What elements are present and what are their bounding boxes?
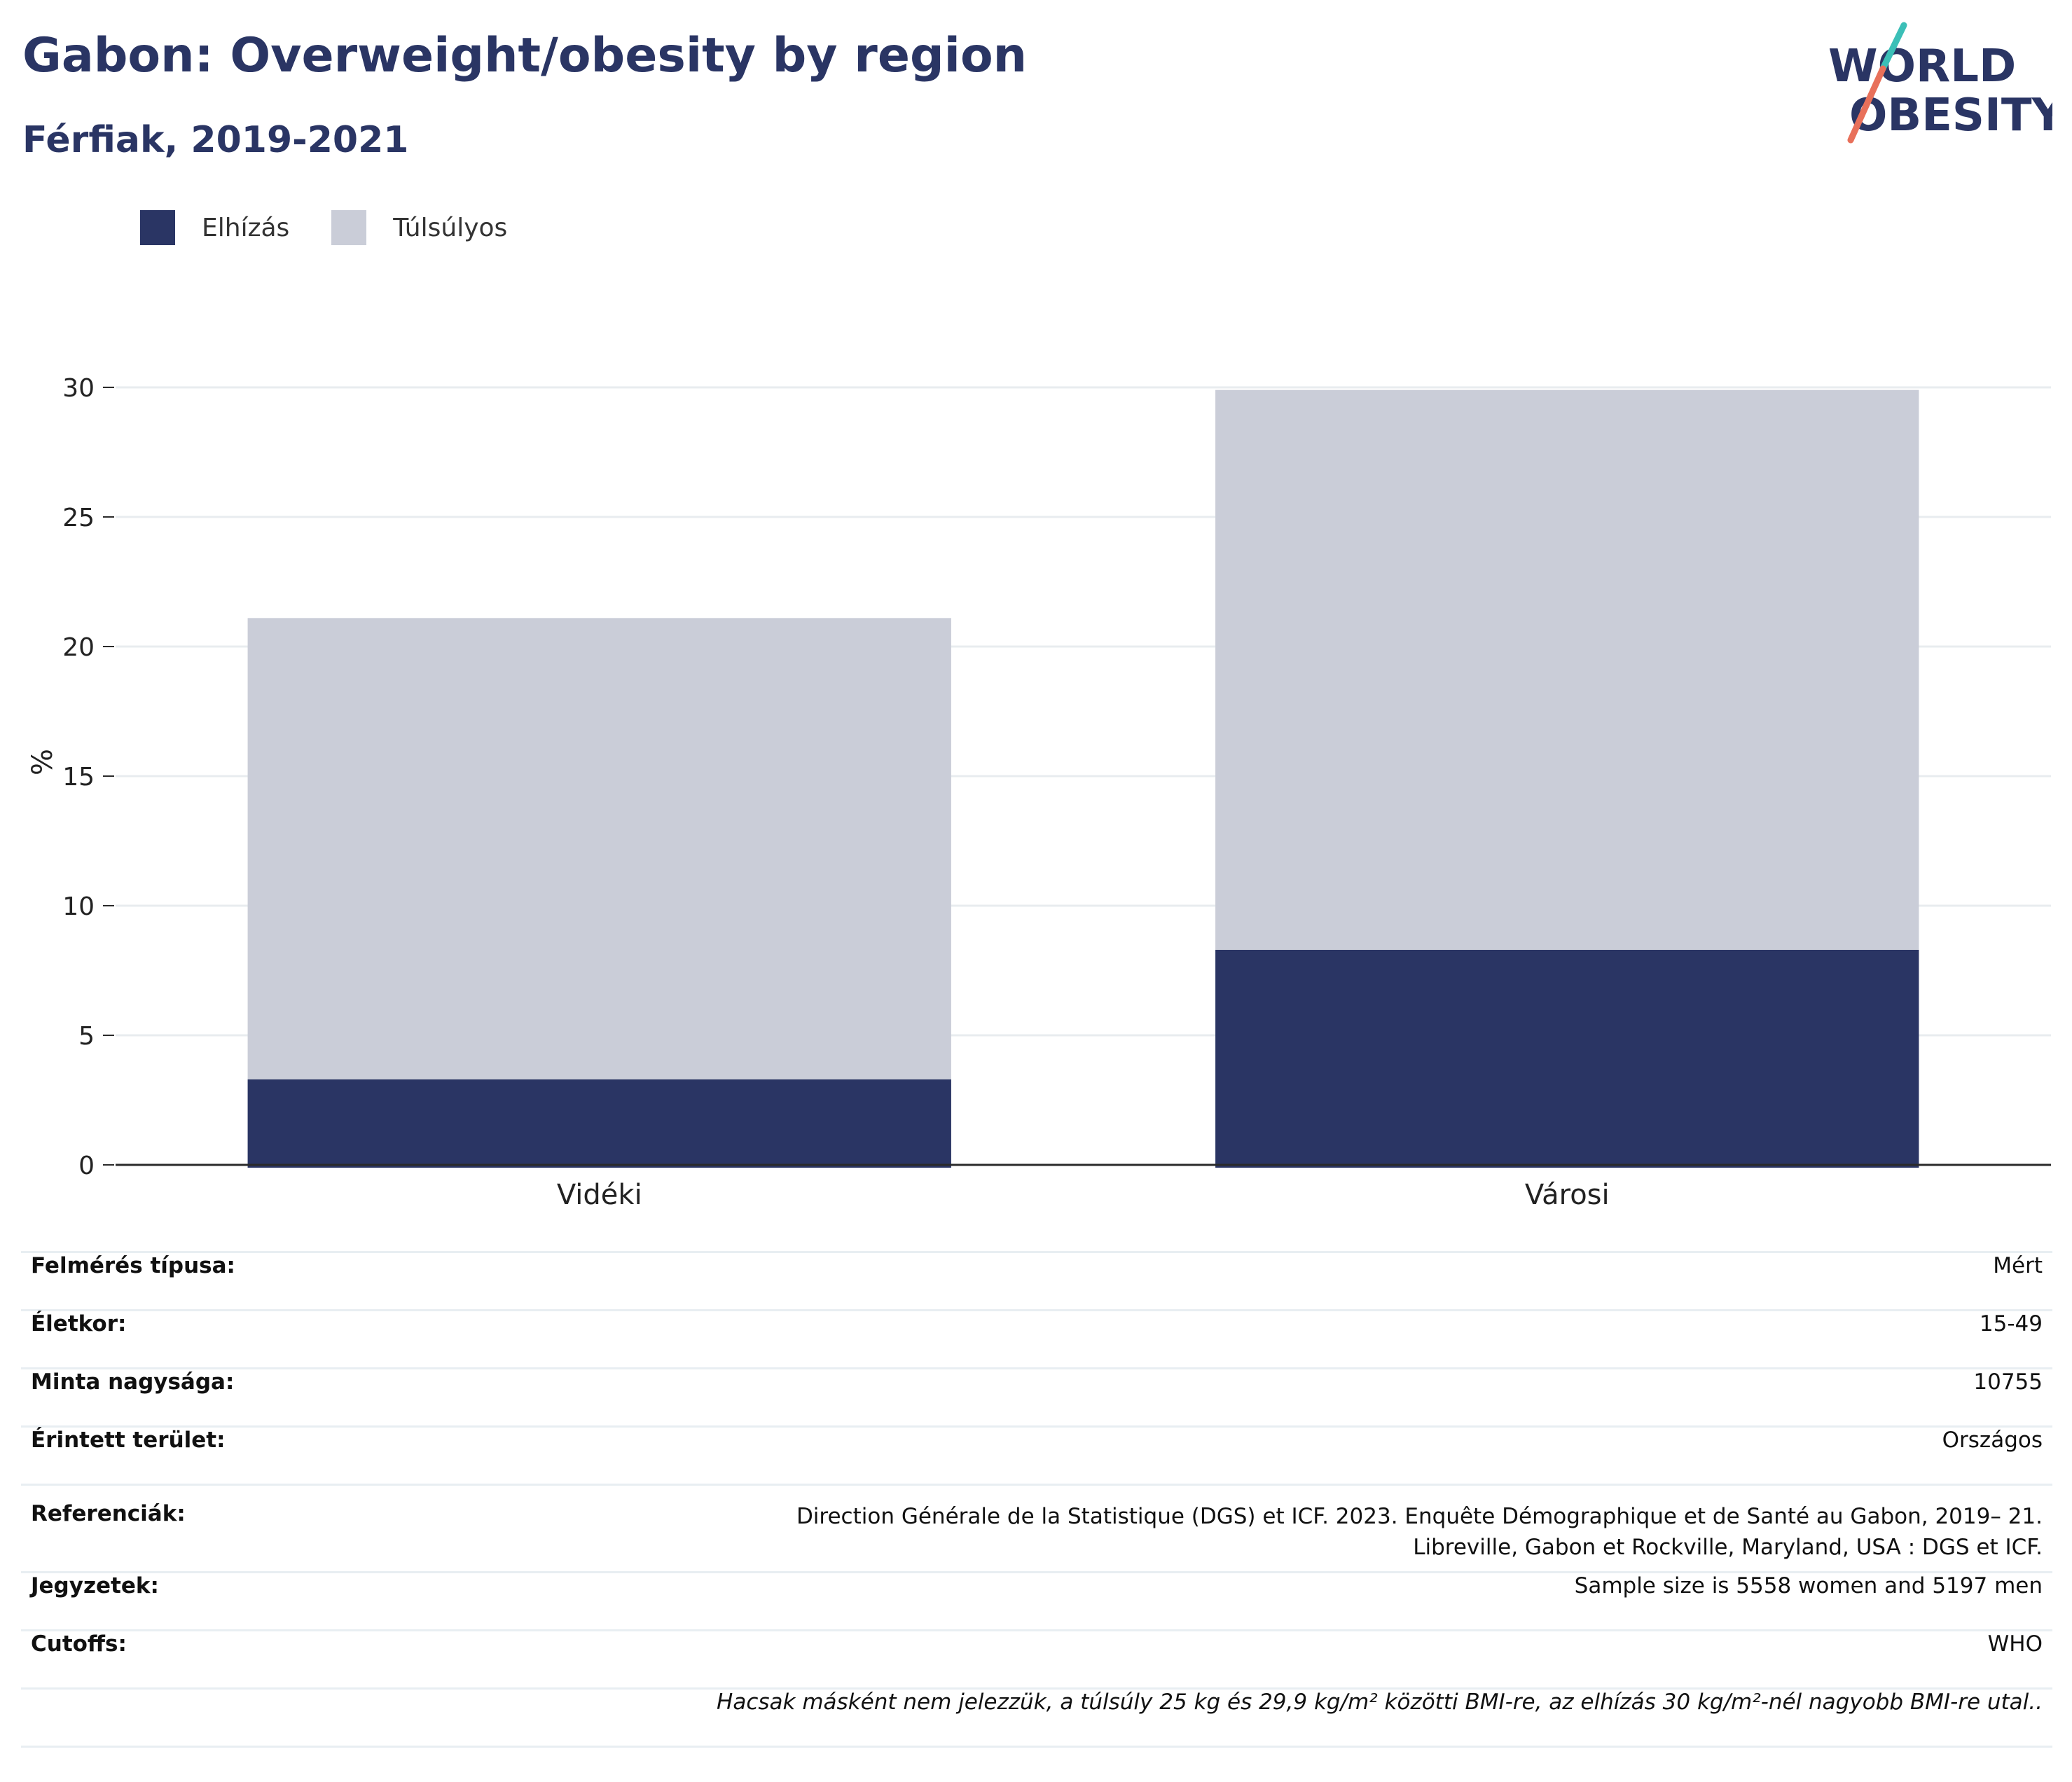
- y-tick-label: 10: [62, 892, 95, 921]
- logo-line1: WORLD: [1828, 41, 2016, 92]
- y-tick-label: 0: [78, 1152, 95, 1180]
- info-value: 10755: [244, 1368, 2052, 1428]
- legend-item-overweight[interactable]: Túlsúlyos: [331, 210, 507, 245]
- footnote: Hacsak másként nem jelezzük, a túlsúly 2…: [21, 1688, 2052, 1748]
- info-row-notes: Jegyzetek: Sample size is 5558 women and…: [21, 1572, 2052, 1631]
- info-value: 15-49: [244, 1310, 2052, 1369]
- bar-obesity: [247, 1079, 951, 1168]
- info-value: Direction Générale de la Statistique (DG…: [244, 1484, 2052, 1573]
- y-tick-label: 5: [78, 1022, 95, 1051]
- info-key: Életkor:: [21, 1310, 245, 1369]
- legend-swatch-overweight: [331, 210, 367, 245]
- info-key: Referenciák:: [21, 1484, 245, 1573]
- info-row-cutoffs: Cutoffs: WHO: [21, 1630, 2052, 1690]
- chart-legend: Elhízás Túlsúlyos: [140, 207, 549, 249]
- info-row-survey-type: Felmérés típusa: Mért: [21, 1251, 2052, 1311]
- chart-title: Gabon: Overweight/obesity by region: [22, 28, 1028, 83]
- info-row-sample-size: Minta nagysága: 10755: [21, 1368, 2052, 1428]
- x-tick-label: Városi: [1525, 1179, 1610, 1211]
- info-value: Mért: [244, 1251, 2052, 1311]
- chart-subtitle: Férfiak, 2019-2021: [22, 119, 409, 161]
- legend-label-obesity: Elhízás: [202, 213, 290, 242]
- info-key: Cutoffs:: [21, 1630, 245, 1690]
- legend-swatch-obesity: [140, 210, 175, 245]
- y-tick-label: 15: [62, 763, 95, 792]
- info-row-references: Referenciák: Direction Générale de la St…: [21, 1484, 2052, 1573]
- info-key: Felmérés típusa:: [21, 1251, 245, 1311]
- bar-obesity: [1215, 949, 1919, 1168]
- y-tick-label: 25: [62, 504, 95, 532]
- y-tick-label: 20: [62, 633, 95, 662]
- info-value: Országos: [244, 1426, 2052, 1486]
- info-key: Minta nagysága:: [21, 1368, 245, 1428]
- info-row-area: Érintett terület: Országos: [21, 1426, 2052, 1486]
- bar-chart: 0 5 10 15 20 25 30% Vidéki Városi: [27, 374, 2051, 1211]
- legend-item-obesity[interactable]: Elhízás: [140, 210, 289, 245]
- logo-slash-coral: [1847, 65, 1886, 144]
- info-row-age: Életkor: 15-49: [21, 1310, 2052, 1369]
- info-value: Sample size is 5558 women and 5197 men: [244, 1572, 2052, 1631]
- logo-line2: OBESITY: [1849, 90, 2052, 141]
- world-obesity-logo: WORLD OBESITY: [1828, 22, 2052, 144]
- logo-slash-teal: [1879, 22, 1907, 72]
- info-row-footnote: Hacsak másként nem jelezzük, a túlsúly 2…: [21, 1688, 2052, 1748]
- y-tick-label: 30: [62, 374, 95, 403]
- info-value: WHO: [244, 1630, 2052, 1690]
- info-key: Jegyzetek:: [21, 1572, 245, 1631]
- y-axis-label: %: [27, 749, 59, 775]
- bar-overweight: [247, 618, 951, 1079]
- survey-info-table: Felmérés típusa: Mért Életkor: 15-49 Min…: [21, 1251, 2052, 1748]
- bar-overweight: [1215, 389, 1919, 950]
- info-key: Érintett terület:: [21, 1426, 245, 1486]
- x-tick-label: Vidéki: [557, 1179, 642, 1211]
- legend-label-overweight: Túlsúlyos: [393, 213, 508, 242]
